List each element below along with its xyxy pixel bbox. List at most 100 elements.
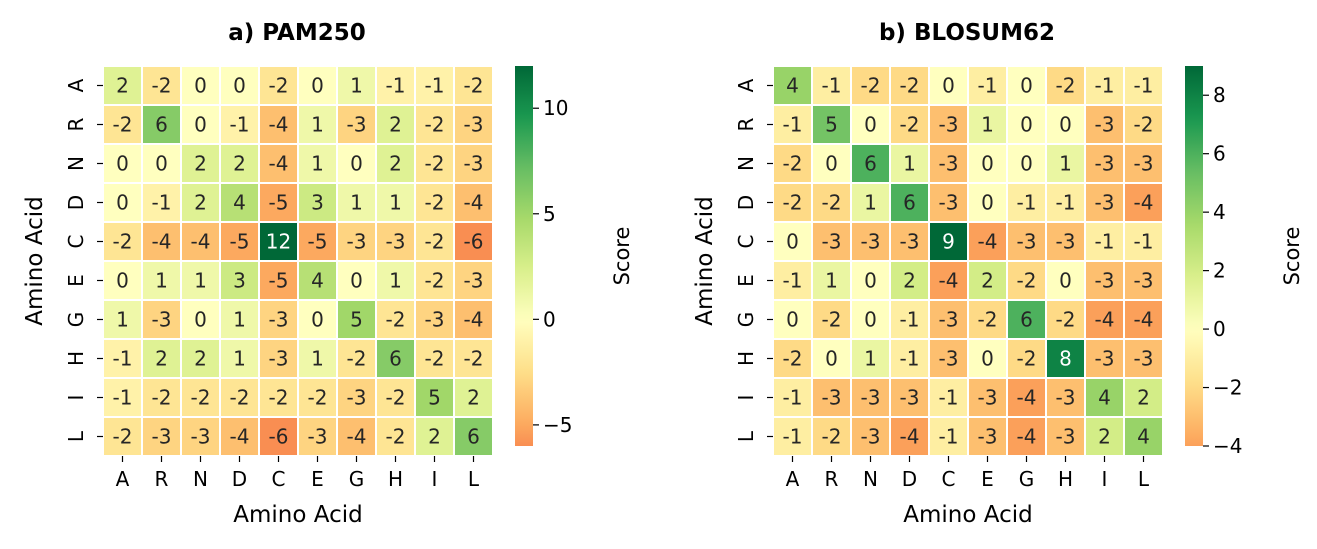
cell-value-label: -3: [1134, 347, 1154, 371]
heatmap-cell: [297, 299, 338, 340]
cell-value-label: 2: [467, 386, 480, 410]
x-tick-label: N: [863, 467, 878, 491]
cell-value-label: 1: [311, 152, 324, 176]
cell-value-label: 0: [1020, 74, 1033, 98]
heatmap-cell: [1123, 416, 1164, 457]
y-tick-label: I: [734, 395, 758, 401]
cell-value-label: -1: [1134, 230, 1154, 254]
heatmap-cell: [297, 182, 338, 223]
cell-value-label: -4: [191, 230, 211, 254]
cell-value-label: -1: [900, 347, 920, 371]
heatmap-cell: [1084, 416, 1125, 457]
cell-value-label: 0: [786, 230, 799, 254]
cell-value-label: 1: [389, 269, 402, 293]
cell-value-label: 6: [155, 113, 168, 137]
x-axis-label: Amino Acid: [233, 502, 362, 528]
cell-value-label: -2: [861, 74, 881, 98]
heatmap-cell: [180, 143, 221, 184]
cell-value-label: 2: [389, 152, 402, 176]
heatmap-cell: [850, 260, 891, 301]
cell-value-label: -3: [939, 113, 959, 137]
cell-value-label: -3: [1017, 230, 1037, 254]
x-axis-label: Amino Acid: [903, 502, 1032, 528]
cell-value-label: 1: [233, 347, 246, 371]
cell-value-label: -1: [978, 74, 998, 98]
cell-value-label: 0: [864, 113, 877, 137]
cell-value-label: -4: [152, 230, 172, 254]
heatmap-cell: [336, 338, 377, 379]
heatmap-cell: [336, 104, 377, 145]
cell-value-label: -3: [386, 230, 406, 254]
heatmap-cell: [928, 377, 969, 418]
cell-value-label: -1: [386, 74, 406, 98]
heatmap-cell: [375, 65, 416, 106]
cell-value-label: 2: [194, 191, 207, 215]
cell-value-label: -3: [939, 347, 959, 371]
cell-value-label: 1: [233, 308, 246, 332]
cell-value-label: -3: [308, 425, 328, 449]
heatmap-cell: [375, 416, 416, 457]
heatmap-cell: [1084, 182, 1125, 223]
cell-value-label: -4: [1017, 386, 1037, 410]
cell-value-label: -2: [386, 308, 406, 332]
cell-value-label: -4: [347, 425, 367, 449]
heatmap-cell: [297, 416, 338, 457]
heatmap-cell: [1084, 338, 1125, 379]
cell-value-label: -5: [269, 191, 289, 215]
cell-value-label: -3: [1056, 230, 1076, 254]
cell-value-label: 6: [864, 152, 877, 176]
colorbar-tick-label: 0: [1213, 317, 1226, 341]
heatmap-cell: [336, 143, 377, 184]
x-tick-label: D: [902, 467, 917, 491]
cell-value-label: -3: [152, 425, 172, 449]
cell-value-label: -2: [113, 230, 133, 254]
heatmap-cell: [1006, 377, 1047, 418]
cell-value-label: 5: [825, 113, 838, 137]
colorbar-tick-label: −4: [1213, 434, 1242, 458]
heatmap-cell: [453, 338, 494, 379]
heatmap-cell: [811, 65, 852, 106]
heatmap-cell: [1045, 377, 1086, 418]
cell-value-label: -4: [1134, 191, 1154, 215]
cell-value-label: -3: [464, 113, 484, 137]
y-tick-label: E: [734, 274, 758, 287]
cell-value-label: 1: [350, 74, 363, 98]
y-tick-label: G: [734, 312, 758, 328]
cell-value-label: -3: [861, 386, 881, 410]
cell-value-label: -3: [347, 386, 367, 410]
y-tick-label: C: [64, 235, 88, 249]
cell-value-label: -2: [822, 308, 842, 332]
cell-value-label: -2: [783, 191, 803, 215]
y-tick-label: G: [64, 312, 88, 328]
cell-value-label: -3: [861, 230, 881, 254]
cell-value-label: -3: [822, 230, 842, 254]
cell-value-label: 0: [194, 74, 207, 98]
cell-value-label: -3: [1095, 152, 1115, 176]
cell-value-label: -1: [230, 113, 250, 137]
cell-value-label: -5: [269, 269, 289, 293]
y-tick-label: H: [734, 351, 758, 366]
x-tick-label: L: [468, 467, 480, 491]
cell-value-label: -1: [783, 269, 803, 293]
cell-value-label: -2: [783, 152, 803, 176]
cell-value-label: -2: [1017, 347, 1037, 371]
chart-title: a) PAM250: [228, 20, 365, 46]
heatmap-cell: [1084, 299, 1125, 340]
heatmap-cell: [1084, 377, 1125, 418]
x-tick-label: I: [432, 467, 438, 491]
cell-value-label: 2: [389, 113, 402, 137]
cell-value-label: -2: [386, 425, 406, 449]
cell-value-label: -6: [464, 230, 484, 254]
cell-value-label: -2: [152, 74, 172, 98]
cell-value-label: -2: [822, 191, 842, 215]
cell-value-label: -2: [425, 113, 445, 137]
cell-value-label: 4: [1098, 386, 1111, 410]
heatmap-cell: [453, 143, 494, 184]
heatmap-cell: [102, 299, 143, 340]
heatmap-cell: [414, 377, 455, 418]
heatmap-cell: [1123, 338, 1164, 379]
x-tick-label: D: [232, 467, 247, 491]
heatmap-cell: [219, 338, 260, 379]
cell-value-label: 0: [825, 152, 838, 176]
heatmap-cell: [1045, 143, 1086, 184]
